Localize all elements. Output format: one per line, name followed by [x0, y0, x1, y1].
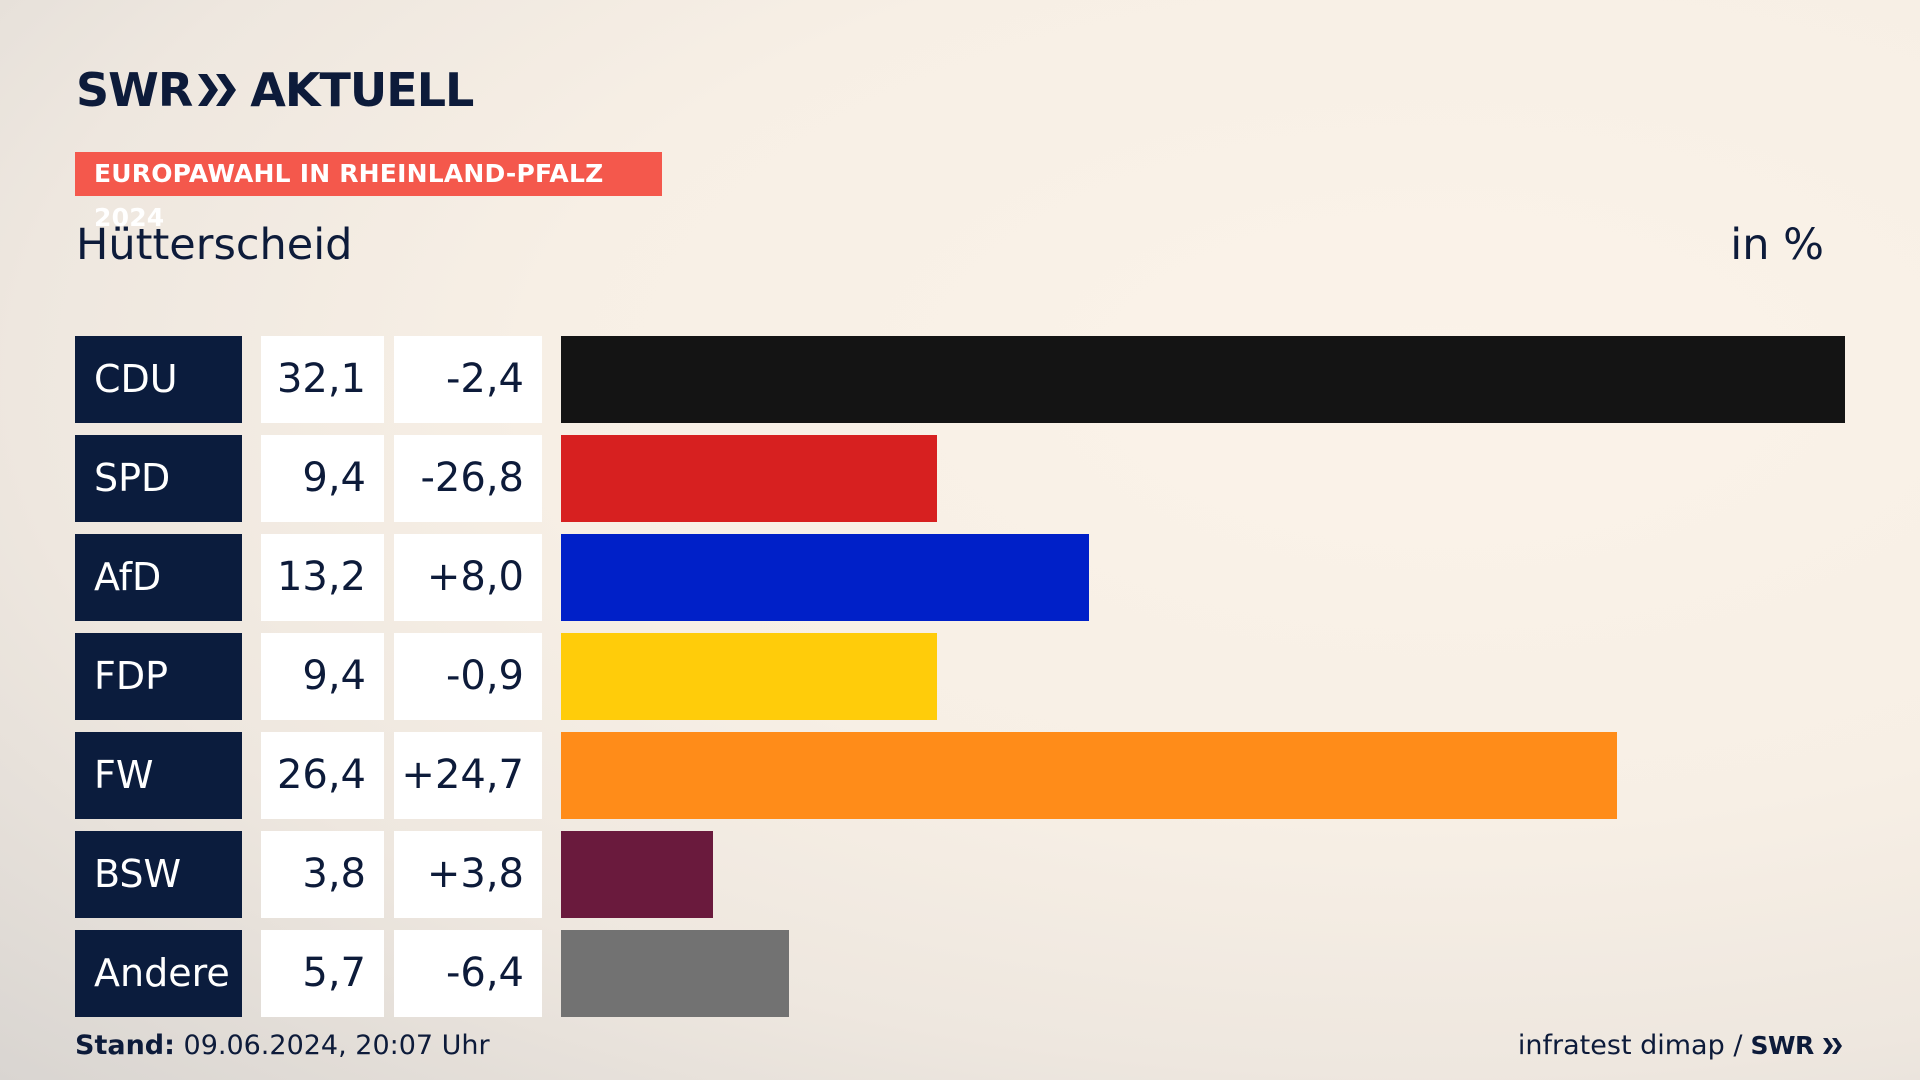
election-tag: EUROPAWAHL IN RHEINLAND-PFALZ 2024: [75, 152, 662, 232]
party-label: FW: [75, 732, 242, 819]
footer-swr-text: SWR: [1750, 1031, 1814, 1060]
bar: [561, 831, 713, 918]
diff-label: +8,0: [394, 534, 542, 621]
footer-swr-logo: SWR: [1750, 1031, 1844, 1060]
bar: [561, 633, 937, 720]
diff-label: -2,4: [394, 336, 542, 423]
party-label: CDU: [75, 336, 242, 423]
unit-label: in %: [1730, 220, 1824, 270]
logo-swr-text: SWR: [76, 63, 193, 117]
stand-value: 09.06.2024, 20:07 Uhr: [183, 1030, 490, 1061]
stand-label: Stand:: [75, 1030, 175, 1061]
party-label: Andere: [75, 930, 242, 1017]
value-label: 26,4: [261, 732, 384, 819]
party-label: BSW: [75, 831, 242, 918]
diff-label: +24,7: [394, 732, 542, 819]
party-label: AfD: [75, 534, 242, 621]
value-label: 3,8: [261, 831, 384, 918]
bar: [561, 336, 1845, 423]
party-label: FDP: [75, 633, 242, 720]
timestamp: Stand: 09.06.2024, 20:07 Uhr: [75, 1030, 490, 1061]
logo-aktuell-text: AKTUELL: [250, 63, 474, 117]
bar: [561, 732, 1617, 819]
value-label: 13,2: [261, 534, 384, 621]
diff-label: +3,8: [394, 831, 542, 918]
value-label: 9,4: [261, 633, 384, 720]
bar: [561, 930, 789, 1017]
party-label: SPD: [75, 435, 242, 522]
source-text: infratest dimap /: [1517, 1030, 1743, 1061]
value-label: 9,4: [261, 435, 384, 522]
swr-aktuell-logo: SWR AKTUELL: [76, 63, 474, 117]
page-title: Hütterscheid: [76, 220, 353, 270]
source-credit: infratest dimap / SWR: [1518, 1030, 1844, 1061]
double-chevron-icon: [1823, 1038, 1842, 1054]
double-chevron-icon: [198, 74, 237, 106]
bar: [561, 534, 1089, 621]
diff-label: -26,8: [394, 435, 542, 522]
bar: [561, 435, 937, 522]
value-label: 5,7: [261, 930, 384, 1017]
diff-label: -0,9: [394, 633, 542, 720]
value-label: 32,1: [261, 336, 384, 423]
diff-label: -6,4: [394, 930, 542, 1017]
